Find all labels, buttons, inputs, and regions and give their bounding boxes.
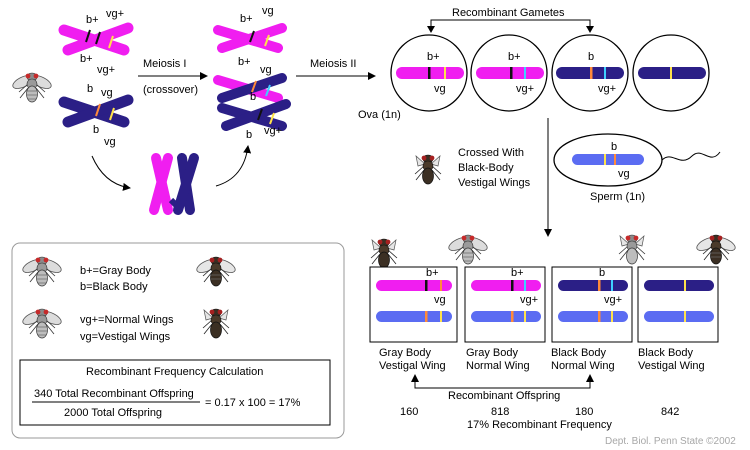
calc-denominator: 2000 Total Offspring <box>64 407 162 419</box>
offspring-box-2: b+ vg+ <box>464 266 546 343</box>
ovum1-allele-b-plus: b+ <box>427 51 440 63</box>
recombinant-offspring-bracket <box>414 380 591 389</box>
ovum2-allele-b-plus: b+ <box>508 51 521 63</box>
ovum-2: b+ vg+ <box>470 34 548 112</box>
m1-allele-b-plus: b+ <box>240 13 253 25</box>
o1-allele-b-plus: b+ <box>426 267 439 279</box>
m1-allele-b-2: b <box>246 129 252 141</box>
m1-allele-b-plus-2: b+ <box>238 56 251 68</box>
parent-allele-vg-plus-bottom: vg+ <box>97 64 115 76</box>
m1-allele-vg: vg <box>262 5 274 17</box>
parent-allele-b-plus-top: b+ <box>86 14 99 26</box>
black-body-label: Black-Body <box>458 162 514 174</box>
o3-allele-b: b <box>599 267 605 279</box>
calc-numerator: 340 Total Recombinant Offspring <box>34 388 194 400</box>
parent-navy-chromosome <box>58 94 134 128</box>
offspring-box-4 <box>637 266 719 343</box>
offspring4-line2: Vestigal Wing <box>638 360 705 372</box>
ovum-3: b vg+ <box>551 34 629 112</box>
offspring1-line1: Gray Body <box>379 347 431 359</box>
calc-result: = 0.17 x 100 = 17% <box>205 397 301 409</box>
offspring2-fly-icon <box>446 234 490 265</box>
ovum1-allele-vg: vg <box>434 83 446 95</box>
calculation-box <box>19 359 331 426</box>
offspring3-line1: Black Body <box>551 347 607 359</box>
post-meiosis1-mixed <box>213 73 287 103</box>
ovum-4 <box>632 34 710 112</box>
offspring3-fly-icon <box>618 234 646 265</box>
sperm-label: Sperm (1n) <box>590 191 645 203</box>
offspring3-count: 180 <box>575 406 593 418</box>
offspring2-line2: Normal Wing <box>466 360 530 372</box>
offspring3-line2: Normal Wing <box>551 360 615 372</box>
o2-allele-vg-plus: vg+ <box>520 294 538 306</box>
vestigal-wings-label: Vestigal Wings <box>458 177 531 189</box>
post-meiosis1-navy <box>217 99 291 131</box>
o1-allele-vg: vg <box>434 294 446 306</box>
offspring4-line1: Black Body <box>638 347 694 359</box>
o3-allele-vg-plus: vg+ <box>604 294 622 306</box>
meiosis1-label: Meiosis I <box>143 58 186 70</box>
legend-gray-body: b+=Gray Body <box>80 265 151 277</box>
parent-magenta-chromosome <box>58 22 134 56</box>
parent-allele-b-bottom: b <box>93 124 99 136</box>
recombinant-frequency-label: 17% Recombinant Frequency <box>467 419 612 431</box>
crossover-label: (crossover) <box>143 84 198 96</box>
parent-allele-vg-bottom: vg <box>104 136 116 148</box>
parent-fly-icon <box>10 72 54 103</box>
offspring4-fly-icon <box>694 234 738 265</box>
offspring-box-1: b+ vg <box>369 266 458 343</box>
recombinant-offspring-label: Recombinant Offspring <box>448 390 560 402</box>
ovum2-allele-vg-plus: vg+ <box>516 83 534 95</box>
crossed-with-label: Crossed With <box>458 147 524 159</box>
m1-allele-vg-plus: vg+ <box>264 125 282 137</box>
parent-allele-b-top: b <box>87 83 93 95</box>
crossover-chromosomes <box>149 153 199 215</box>
parent-allele-vg-top: vg <box>101 87 113 99</box>
recombinant-gametes-bracket <box>430 19 591 30</box>
calc-title: Recombinant Frequency Calculation <box>86 366 263 378</box>
meiosis2-label: Meiosis II <box>310 58 356 70</box>
parent-allele-b-plus-bottom: b+ <box>80 53 93 65</box>
sperm-cell: b vg <box>553 133 721 187</box>
o2-allele-b-plus: b+ <box>511 267 524 279</box>
sperm-allele-vg: vg <box>618 168 630 180</box>
crossed-fly-icon <box>414 154 442 185</box>
offspring1-count: 160 <box>400 406 418 418</box>
offspring-box-3: b vg+ <box>551 266 633 343</box>
ova-label: Ova (1n) <box>358 109 401 121</box>
ovum-1: b+ vg <box>390 34 468 112</box>
parent-allele-vg-plus-top: vg+ <box>106 8 124 20</box>
m1-allele-vg-2: vg <box>260 64 272 76</box>
post-meiosis1-magenta-top <box>213 23 287 53</box>
m1-allele-b: b <box>250 91 256 103</box>
legend-black-body: b=Black Body <box>80 281 148 293</box>
offspring2-line1: Gray Body <box>466 347 518 359</box>
sperm-allele-b: b <box>611 141 617 153</box>
curved-arrow-icon <box>215 145 252 187</box>
offspring4-count: 842 <box>661 406 679 418</box>
ovum3-allele-b: b <box>588 51 594 63</box>
legend-normal-wings: vg+=Normal Wings <box>80 314 174 326</box>
legend-vestigal-wings: vg=Vestigal Wings <box>80 331 171 343</box>
credit-text: Dept. Biol. Penn State ©2002 <box>605 436 736 447</box>
offspring2-count: 818 <box>491 406 509 418</box>
curved-arrow-icon <box>91 155 131 191</box>
ovum3-allele-vg-plus: vg+ <box>598 83 616 95</box>
recombinant-gametes-label: Recombinant Gametes <box>452 7 565 19</box>
offspring1-line2: Vestigal Wing <box>379 360 446 372</box>
offspring1-fly-icon <box>370 238 398 269</box>
